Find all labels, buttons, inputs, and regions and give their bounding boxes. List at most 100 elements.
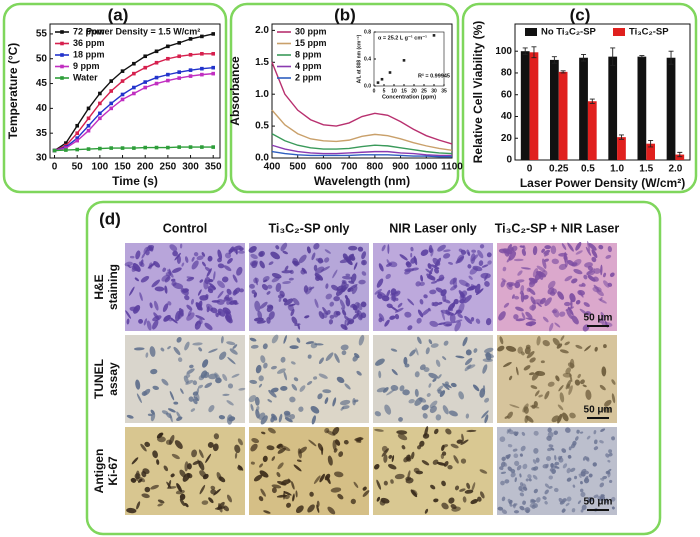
cell-nucleus [179, 493, 186, 500]
data-marker [75, 138, 79, 143]
cell-nucleus [295, 505, 304, 514]
cell-nucleus [482, 364, 488, 374]
cell-nucleus [503, 302, 510, 308]
cell-nucleus [249, 283, 255, 289]
cell-nucleus [593, 446, 599, 451]
cell-nucleus [190, 298, 194, 305]
cell-nucleus [579, 290, 584, 298]
cell-nucleus [202, 473, 209, 480]
cell-nucleus [284, 494, 290, 500]
cell-nucleus [284, 417, 293, 423]
cell-nucleus [132, 263, 141, 272]
cell-nucleus [260, 415, 268, 425]
cell-nucleus [576, 429, 580, 434]
cell-nucleus [378, 313, 385, 322]
cell-nucleus [526, 351, 535, 359]
cell-nucleus [248, 245, 257, 253]
chart-title: (c) [570, 5, 591, 24]
data-marker [98, 146, 102, 151]
cell-nucleus [196, 255, 204, 261]
cell-nucleus [410, 252, 413, 258]
cell-nucleus [344, 383, 351, 390]
cell-nucleus [566, 496, 572, 502]
cell-nucleus [410, 451, 415, 460]
cell-nucleus [280, 242, 288, 252]
data-marker [98, 101, 102, 106]
cell-nucleus [520, 292, 525, 303]
cell-nucleus [435, 414, 442, 421]
cell-nucleus [298, 406, 304, 412]
x-tick-label: 400 [264, 162, 281, 173]
cell-nucleus [157, 503, 163, 507]
cell-nucleus [533, 400, 538, 407]
cell-nucleus [557, 404, 564, 411]
cell-nucleus [262, 455, 268, 462]
cell-nucleus [443, 253, 451, 259]
legend-swatch [525, 28, 537, 36]
cell-nucleus [382, 387, 389, 393]
cell-nucleus [387, 464, 397, 470]
cell-nucleus [162, 267, 167, 272]
cell-nucleus [341, 275, 353, 280]
error-bar [677, 151, 683, 158]
cell-nucleus [598, 244, 604, 250]
x-axis-label: Wavelength (nm) [314, 174, 410, 188]
cell-nucleus [471, 249, 477, 253]
cell-nucleus [283, 410, 291, 416]
cell-nucleus [381, 244, 386, 252]
cell-nucleus [480, 272, 491, 279]
x-tick-label: 0.5 [581, 164, 595, 175]
cell-nucleus [548, 322, 554, 332]
cell-nucleus [342, 309, 347, 316]
cell-nucleus [236, 266, 243, 276]
cell-nucleus [214, 372, 221, 380]
cell-nucleus [607, 246, 612, 253]
cell-nucleus [508, 429, 514, 435]
cell-nucleus [394, 297, 399, 301]
cell-nucleus [334, 353, 340, 363]
cell-nucleus [213, 433, 220, 440]
legend-label: Ti₃C₂-SP [629, 27, 669, 38]
cell-nucleus [453, 455, 459, 464]
cell-nucleus [222, 373, 228, 381]
bar [587, 101, 597, 160]
x-tick-label: 0 [52, 162, 58, 173]
cell-nucleus [232, 274, 238, 283]
cell-nucleus [585, 456, 590, 462]
cell-nucleus [289, 414, 296, 420]
micrograph: 50 μm [497, 427, 617, 515]
cell-nucleus [207, 285, 216, 291]
cell-nucleus [598, 298, 607, 304]
cell-nucleus [267, 427, 276, 434]
cell-nucleus [215, 377, 222, 384]
cell-nucleus [521, 312, 526, 320]
cell-nucleus [278, 297, 282, 303]
cell-nucleus [333, 296, 341, 302]
cell-nucleus [532, 466, 539, 471]
cell-nucleus [437, 301, 443, 305]
cell-nucleus [318, 357, 324, 365]
cell-nucleus [522, 294, 529, 300]
y-tick-label: 1.5 [255, 57, 269, 68]
bar [520, 51, 530, 161]
cell-nucleus [551, 258, 559, 265]
cell-nucleus [485, 317, 492, 326]
cell-nucleus [436, 385, 444, 392]
cell-nucleus [520, 284, 525, 293]
cell-nucleus [484, 397, 490, 403]
cell-nucleus [195, 315, 205, 320]
cell-nucleus [191, 260, 199, 270]
cell-nucleus [223, 265, 232, 272]
cell-nucleus [399, 385, 405, 392]
data-marker [166, 78, 170, 83]
cell-nucleus [226, 288, 232, 295]
cell-nucleus [339, 299, 346, 309]
cell-nucleus [533, 488, 538, 494]
x-tick-label: 700 [341, 162, 358, 173]
cell-nucleus [218, 415, 226, 420]
cell-nucleus [152, 315, 162, 322]
cell-nucleus [417, 336, 422, 345]
y-tick-label: 80 [501, 68, 513, 79]
cell-nucleus [164, 285, 168, 294]
cell-nucleus [198, 460, 205, 471]
